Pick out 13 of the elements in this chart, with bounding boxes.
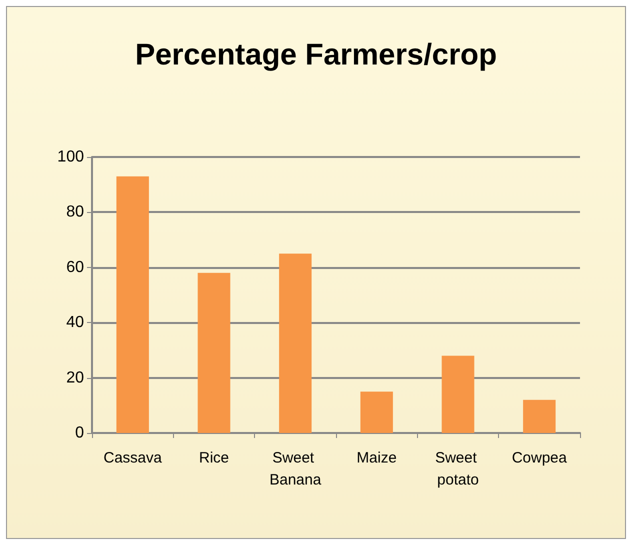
y-tick-label: 60 — [66, 258, 84, 276]
y-tick-label: 20 — [66, 369, 84, 386]
y-tick-label: 40 — [66, 314, 84, 332]
y-tick-label: 100 — [57, 148, 84, 166]
x-tick-label: Cowpea — [512, 450, 568, 466]
x-tick-label: Sweet potato — [435, 450, 481, 488]
x-tick-label: Maize — [356, 450, 397, 466]
y-tick-label: 0 — [75, 424, 84, 442]
x-tick-label: Sweet Banana — [269, 450, 322, 488]
chart-title: Percentage Farmers/crop — [135, 38, 497, 72]
x-tick-label: Cassava — [103, 450, 163, 466]
y-tick-label: 80 — [66, 204, 84, 221]
x-tick-label: Rice — [198, 450, 230, 466]
